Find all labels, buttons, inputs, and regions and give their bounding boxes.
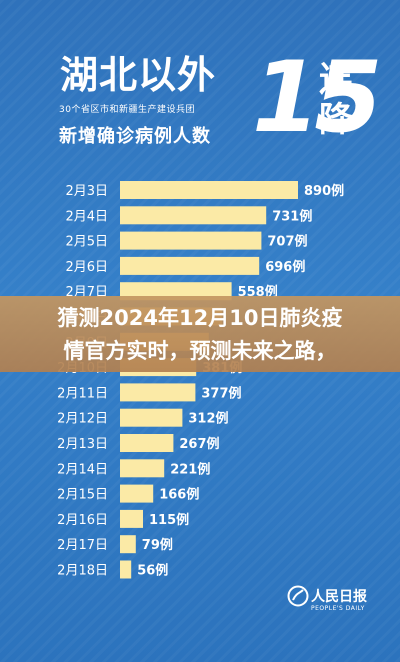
subtitle-scope: 30个省区市和新疆生产建设兵团 — [59, 105, 195, 115]
category-label: 2月13日 — [57, 437, 108, 452]
overlay-banner: 猜测2024年12月10日肺炎疫 情官方实时，预测未来之路， — [0, 296, 400, 372]
streak-label: 连降 — [319, 60, 353, 140]
logo-subtitle: PEOPLE'S DAILY — [311, 605, 365, 612]
category-label: 2月11日 — [57, 386, 108, 401]
bar — [120, 231, 262, 250]
logo-name: 人民日报 — [311, 589, 367, 605]
value-label: 166例 — [159, 487, 199, 503]
bar — [120, 282, 232, 301]
subtitle-metric: 新增确诊病例人数 — [59, 126, 211, 147]
bar — [120, 535, 136, 554]
category-label: 2月16日 — [57, 513, 108, 528]
bar — [120, 408, 183, 427]
overlay-line-1: 猜测2024年12月10日肺炎疫 — [57, 306, 343, 330]
value-label: 267例 — [179, 436, 219, 452]
people-daily-logo: 人民日报 PEOPLE'S DAILY — [287, 581, 377, 621]
bar — [120, 484, 154, 503]
streak-number: 15 — [252, 41, 382, 155]
category-label: 2月4日 — [65, 209, 108, 224]
bar — [120, 459, 165, 478]
bar — [120, 383, 196, 402]
bar — [120, 509, 143, 528]
value-label: 312例 — [188, 411, 228, 427]
value-label: 731例 — [272, 208, 312, 224]
category-label: 2月18日 — [57, 564, 108, 579]
category-label: 2月5日 — [65, 235, 108, 250]
value-label: 56例 — [137, 563, 168, 579]
value-label: 696例 — [265, 259, 305, 275]
value-label: 221例 — [170, 461, 210, 477]
overlay-line-2: 情官方实时，预测未来之路， — [63, 339, 337, 363]
people-daily-icon — [287, 585, 309, 607]
value-label: 115例 — [149, 512, 189, 528]
category-label: 2月15日 — [57, 488, 108, 503]
category-label: 2月17日 — [57, 538, 108, 553]
category-label: 2月14日 — [57, 462, 108, 477]
bar — [120, 206, 267, 225]
value-label: 890例 — [304, 183, 344, 199]
category-label: 2月3日 — [65, 184, 108, 199]
value-label: 377例 — [201, 385, 241, 401]
bar — [120, 256, 260, 275]
bar — [120, 181, 298, 199]
category-label: 2月12日 — [57, 412, 108, 427]
bar — [120, 434, 174, 452]
value-label: 79例 — [142, 537, 173, 553]
category-label: 2月6日 — [65, 260, 108, 275]
value-label: 707例 — [267, 234, 307, 250]
bar — [120, 560, 132, 579]
page-title: 湖北以外 — [60, 53, 217, 97]
